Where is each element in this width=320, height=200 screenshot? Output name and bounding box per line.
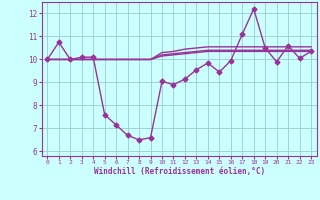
- X-axis label: Windchill (Refroidissement éolien,°C): Windchill (Refroidissement éolien,°C): [94, 167, 265, 176]
